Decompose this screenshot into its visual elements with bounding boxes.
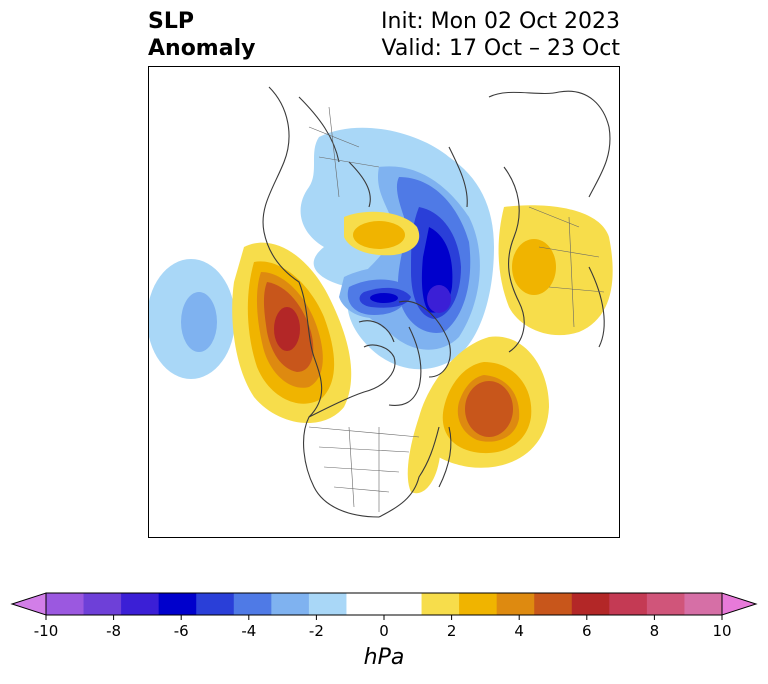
colorbar-segment	[459, 593, 498, 615]
colorbar-tick-label: -2	[309, 622, 324, 640]
title-line-2: Anomaly	[148, 36, 256, 61]
anomaly-arctic-low	[300, 127, 494, 370]
colorbar-segment	[196, 593, 235, 615]
anomaly-pacific-low	[149, 259, 235, 379]
date-info: Init: Mon 02 Oct 2023 Valid: 17 Oct – 23…	[381, 8, 620, 62]
colorbar-tick-label: 0	[379, 622, 389, 640]
map-title: SLP Anomaly	[148, 8, 255, 62]
colorbar-segment	[83, 593, 122, 615]
colorbar-svg: -10 -8 -6 -4 -2 0 2 4 6 8 10	[10, 592, 758, 640]
colorbar-tick-label: -10	[34, 622, 59, 640]
colorbar-extend-low	[10, 592, 47, 616]
valid-range: Valid: 17 Oct – 23 Oct	[381, 36, 620, 61]
colorbar-segment	[46, 593, 85, 615]
colorbar-segment	[121, 593, 160, 615]
colorbar-segment	[534, 593, 573, 615]
colorbar-tick-label: -8	[106, 622, 121, 640]
colorbar-segment	[571, 593, 610, 615]
colorbar-segment	[684, 593, 723, 615]
colorbar: -10 -8 -6 -4 -2 0 2 4 6 8 10	[10, 590, 758, 649]
colorbar-segment	[609, 593, 648, 615]
map-panel	[148, 66, 620, 538]
colorbar-tick-label: -4	[241, 622, 256, 640]
colorbar-segment	[346, 593, 385, 615]
colorbar-segment	[384, 593, 423, 615]
colorbar-segment	[646, 593, 685, 615]
colorbar-tick-label: 8	[650, 622, 660, 640]
colorbar-tick-label: 6	[582, 622, 592, 640]
anomaly-eurasia-high	[498, 205, 613, 336]
colorbar-segment	[496, 593, 535, 615]
colorbar-extend-high	[721, 592, 758, 616]
init-date: Init: Mon 02 Oct 2023	[381, 9, 620, 34]
colorbar-segment	[233, 593, 272, 615]
country-borders	[308, 106, 605, 512]
coastlines	[262, 86, 611, 518]
colorbar-segment	[271, 593, 310, 615]
colorbar-tick-label: -6	[174, 622, 189, 640]
anomaly-west-coast-high	[232, 242, 352, 424]
colorbar-tick-label: 4	[514, 622, 524, 640]
title-line-1: SLP	[148, 9, 194, 34]
colorbar-segment	[308, 593, 347, 615]
anomaly-north-high	[344, 211, 420, 256]
colorbar-unit-label: hPa	[363, 645, 405, 670]
colorbar-segment	[421, 593, 460, 615]
colorbar-tick-label: 2	[447, 622, 457, 640]
slp-anomaly-map	[149, 67, 619, 537]
anomaly-atlantic-high	[407, 336, 549, 494]
colorbar-segment	[158, 593, 197, 615]
colorbar-tick-label: 10	[712, 622, 731, 640]
